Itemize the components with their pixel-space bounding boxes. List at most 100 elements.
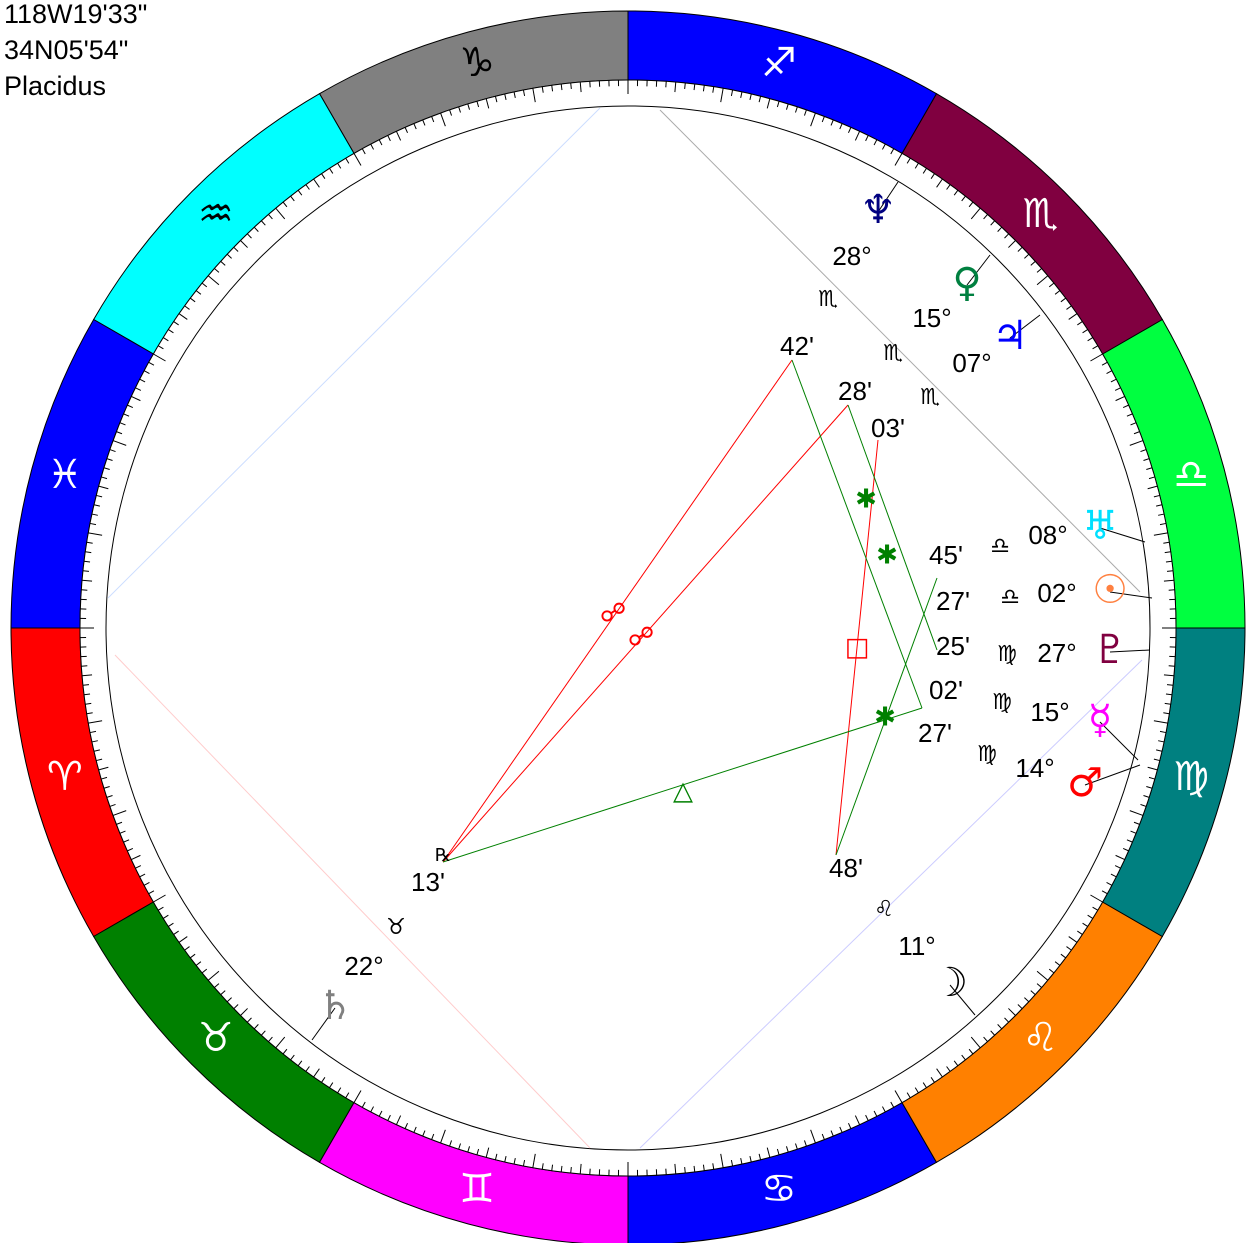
planet-degree: 11° — [898, 931, 935, 961]
degree-tick — [997, 1024, 1003, 1030]
degree-tick — [1165, 560, 1172, 563]
degree-tick — [1054, 290, 1061, 295]
degree-tick — [894, 1090, 903, 1103]
degree-tick — [1066, 305, 1072, 310]
degree-tick — [1130, 830, 1137, 834]
degree-tick — [1133, 431, 1140, 435]
degree-tick — [337, 163, 342, 169]
aspect-line — [835, 577, 938, 856]
degree-tick — [541, 86, 544, 93]
degree-tick — [1146, 467, 1153, 471]
degree-tick — [882, 143, 886, 150]
degree-tick — [684, 1166, 686, 1174]
degree-tick — [570, 82, 572, 90]
degree-tick — [275, 207, 286, 220]
degree-tick — [873, 1110, 878, 1117]
planet-pointer — [1109, 649, 1151, 653]
degree-tick — [98, 766, 109, 771]
degree-tick — [246, 233, 252, 239]
degree-tick — [178, 313, 188, 320]
degree-tick — [1017, 1004, 1023, 1010]
degree-tick — [106, 458, 113, 461]
degree-tick — [268, 214, 273, 220]
degree-tick — [1004, 1017, 1010, 1023]
degree-tick — [1066, 946, 1072, 951]
planet-minute: 25' — [936, 631, 970, 661]
degree-tick — [1130, 422, 1137, 426]
planet-minute: 28' — [838, 376, 872, 406]
degree-tick — [422, 1130, 426, 1137]
degree-tick — [387, 1114, 391, 1121]
degree-tick — [532, 88, 536, 103]
degree-tick — [207, 275, 220, 286]
planet-degree: 15° — [1030, 697, 1069, 727]
degree-tick — [1008, 240, 1016, 248]
planet-minute: 27' — [918, 718, 952, 748]
planet-glyph: ☽ — [932, 960, 968, 1006]
degree-tick — [1158, 740, 1165, 743]
degree-tick — [1077, 321, 1083, 326]
aspect-glyph: □ — [845, 633, 870, 663]
degree-tick — [1122, 847, 1129, 852]
degree-tick — [361, 148, 366, 155]
degree-tick — [82, 579, 93, 582]
aspect-line — [442, 359, 793, 863]
degree-tick — [839, 1126, 843, 1133]
degree-tick — [109, 449, 116, 453]
degree-tick — [776, 1148, 780, 1155]
degree-tick — [116, 431, 123, 435]
degree-tick — [106, 795, 113, 798]
degree-tick — [1110, 378, 1117, 383]
degree-tick — [184, 305, 190, 310]
sign-glyph: ♌ — [1022, 1015, 1058, 1061]
planet-minute: 42' — [780, 331, 814, 361]
degree-tick — [560, 1165, 563, 1172]
degree-tick — [1115, 395, 1125, 402]
retrograde-mark: ℞ — [435, 845, 451, 866]
degree-tick — [88, 532, 103, 536]
degree-tick — [766, 1147, 771, 1158]
planet-degree: 02° — [1037, 578, 1076, 608]
degree-tick — [1036, 983, 1042, 988]
degree-tick — [84, 560, 91, 563]
aspect-line — [442, 707, 923, 863]
planet-minute: 48' — [829, 853, 863, 883]
degree-tick — [207, 970, 220, 981]
aspect-line — [791, 359, 923, 709]
degree-tick — [720, 1153, 724, 1168]
degree-tick — [378, 139, 383, 146]
aspect-glyph: ☍ — [600, 599, 626, 629]
degree-tick — [983, 214, 988, 220]
degree-tick — [282, 201, 288, 208]
planet-sign: ♏ — [883, 341, 903, 366]
degree-tick — [504, 1155, 507, 1163]
degree-tick — [1115, 854, 1125, 861]
degree-tick — [143, 370, 150, 374]
degree-tick — [854, 1115, 861, 1125]
degree-tick — [906, 1092, 911, 1098]
degree-tick — [1087, 914, 1093, 919]
degree-tick — [785, 1146, 789, 1153]
degree-tick — [758, 1153, 762, 1160]
degree-tick — [321, 173, 326, 179]
degree-tick — [1159, 730, 1167, 734]
degree-tick — [785, 103, 789, 110]
degree-tick — [82, 674, 93, 677]
degree-tick — [387, 135, 391, 142]
degree-tick — [290, 195, 295, 202]
degree-tick — [268, 1036, 273, 1042]
degree-tick — [233, 1004, 239, 1010]
degree-tick — [1140, 449, 1147, 453]
degree-tick — [873, 139, 878, 146]
degree-tick — [795, 1143, 798, 1150]
degree-tick — [730, 89, 734, 97]
degree-tick — [458, 1143, 461, 1150]
degree-tick — [1101, 361, 1108, 366]
degree-tick — [1129, 810, 1144, 816]
planet-degree: 28° — [832, 241, 871, 271]
degree-tick — [173, 930, 179, 935]
degree-tick — [329, 1082, 334, 1088]
degree-tick — [449, 109, 453, 116]
degree-tick — [158, 345, 164, 350]
degree-tick — [305, 1066, 310, 1072]
